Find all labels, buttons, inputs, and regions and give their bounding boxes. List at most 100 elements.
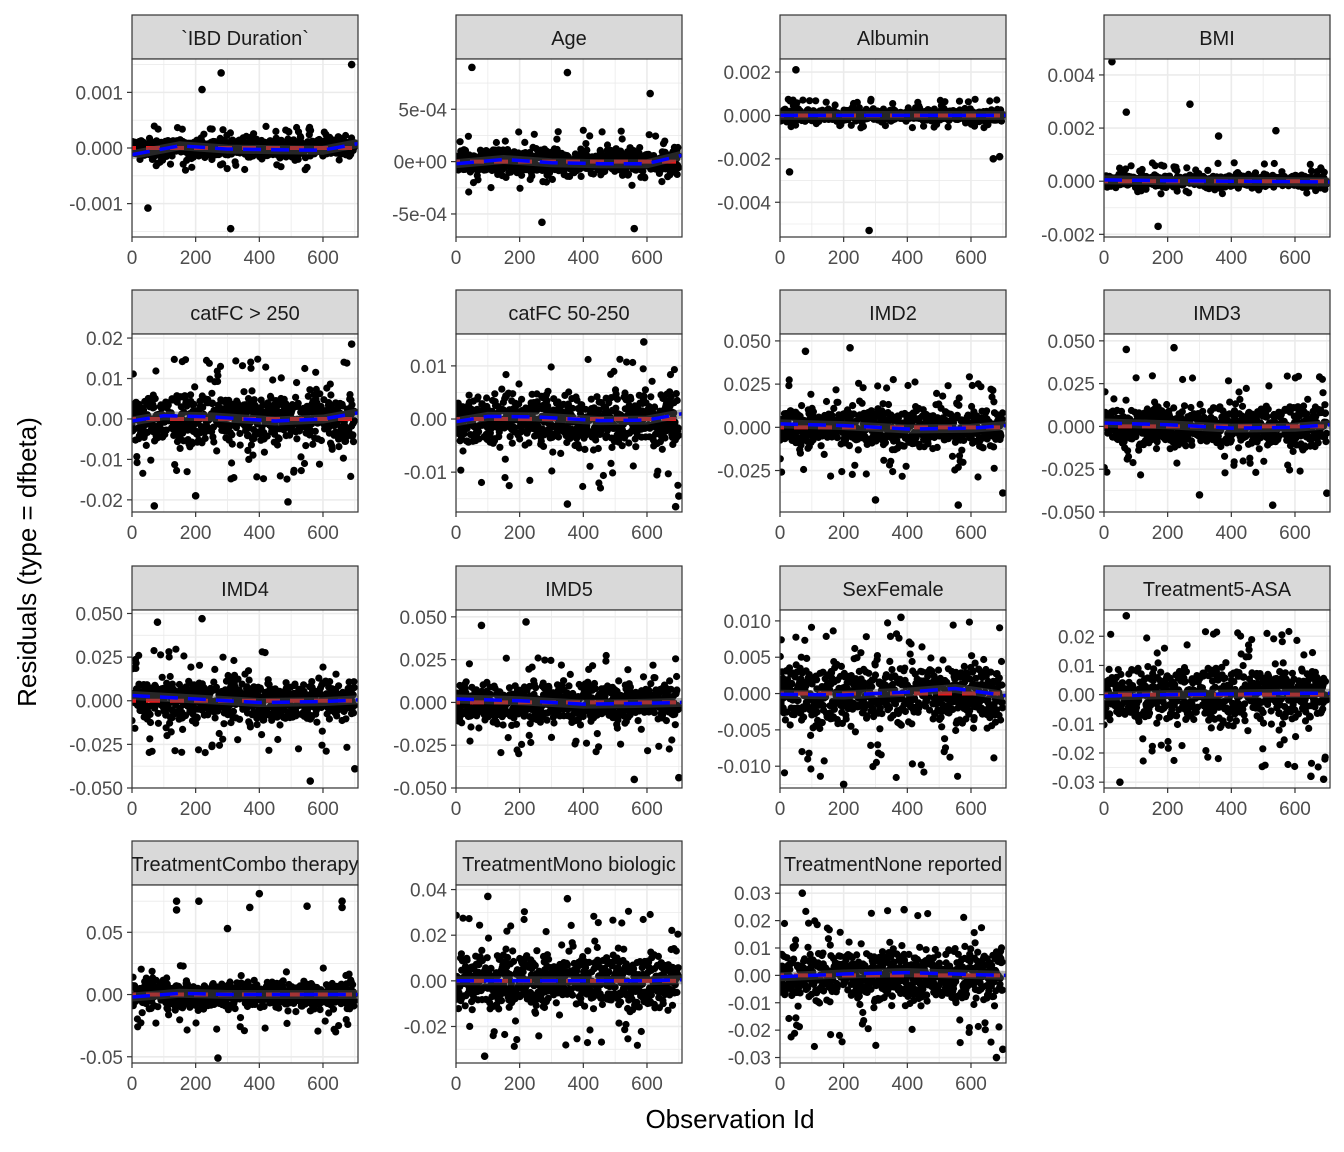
data-point: [670, 409, 678, 417]
data-point: [464, 132, 472, 140]
data-point: [858, 399, 866, 407]
data-point: [230, 474, 238, 482]
data-point: [1160, 162, 1168, 170]
data-point: [335, 156, 343, 164]
data-point: [1306, 160, 1314, 168]
data-point: [554, 433, 563, 441]
data-point: [521, 138, 529, 146]
data-point: [349, 438, 358, 446]
data-point: [171, 461, 179, 469]
data-point: [307, 126, 315, 134]
data-point: [1116, 164, 1124, 172]
data-point: [609, 469, 617, 477]
data-point: [632, 443, 640, 451]
data-point: [575, 444, 583, 452]
data-point: [838, 468, 846, 476]
data-point: [248, 387, 256, 395]
data-point: [549, 448, 557, 456]
data-point: [596, 484, 605, 492]
outlier-point: [563, 500, 572, 508]
data-point: [579, 482, 587, 491]
data-point: [260, 448, 268, 456]
data-point: [664, 470, 672, 478]
data-point: [164, 401, 172, 409]
outlier-point: [630, 224, 639, 233]
outlier-point: [226, 224, 235, 233]
data-point: [629, 462, 637, 470]
outlier-point: [1122, 108, 1131, 116]
data-point: [335, 443, 343, 451]
data-point: [1173, 167, 1181, 175]
data-point: [628, 181, 636, 189]
data-point: [1303, 189, 1311, 197]
data-point: [621, 389, 629, 397]
facet-strip-label: catFC 50-250: [508, 303, 629, 325]
x-tick-label: 200: [180, 523, 212, 544]
data-point: [457, 466, 465, 474]
x-tick-label: 200: [180, 248, 212, 269]
data-point: [518, 171, 526, 179]
data-point: [183, 468, 191, 476]
data-point: [275, 435, 283, 443]
data-point: [1127, 162, 1135, 170]
x-tick-label: 200: [504, 523, 536, 544]
data-point: [1138, 165, 1146, 174]
y-tick-label: 0e+00: [394, 153, 447, 174]
data-point: [851, 461, 859, 469]
data-point: [262, 363, 270, 371]
data-point: [1204, 166, 1212, 174]
data-point: [350, 417, 358, 425]
outlier-point: [671, 502, 680, 511]
data-point: [214, 371, 222, 380]
data-point: [608, 443, 616, 451]
data-point: [807, 390, 815, 398]
data-point: [180, 408, 188, 416]
data-point: [618, 442, 626, 450]
data-point: [1183, 164, 1191, 172]
data-point: [339, 454, 347, 462]
outlier-point: [989, 155, 998, 163]
data-point: [654, 467, 662, 475]
data-point: [674, 164, 682, 172]
facet-panel: catFC > 250-0.02-0.010.000.010.020 200 400…: [80, 289, 359, 544]
data-point: [889, 376, 897, 384]
data-point: [539, 442, 548, 450]
data-point: [142, 441, 150, 449]
data-point: [302, 442, 310, 450]
data-point: [219, 160, 227, 168]
data-point: [887, 457, 895, 465]
fit-lines: [132, 139, 358, 160]
data-point: [658, 178, 666, 186]
smooth-line: [456, 411, 682, 424]
data-point: [629, 358, 637, 367]
data-point: [306, 386, 314, 394]
data-point: [817, 442, 825, 450]
outlier-point: [198, 85, 206, 94]
data-point: [640, 392, 648, 400]
data-point: [348, 401, 356, 409]
data-point: [238, 362, 247, 370]
data-point: [674, 431, 682, 439]
panel-border: [1103, 58, 1331, 238]
data-point: [297, 453, 305, 461]
facet-strip-label: Albumin: [857, 28, 929, 50]
data-point: [847, 121, 855, 129]
data-point: [501, 474, 509, 482]
data-point: [297, 467, 305, 475]
data-point: [902, 462, 910, 470]
data-point: [191, 383, 199, 391]
data-point: [884, 400, 893, 409]
data-point: [993, 96, 1001, 104]
data-point: [834, 398, 842, 406]
data-point: [542, 178, 551, 186]
outlier-point: [347, 60, 356, 69]
data-point: [674, 481, 682, 489]
y-tick-label: 0.000: [1047, 172, 1095, 193]
data-point: [780, 468, 786, 476]
data-point: [293, 379, 301, 387]
outlier-point: [538, 218, 546, 227]
data-point: [898, 472, 906, 480]
data-point: [785, 382, 793, 390]
data-point: [166, 160, 175, 168]
